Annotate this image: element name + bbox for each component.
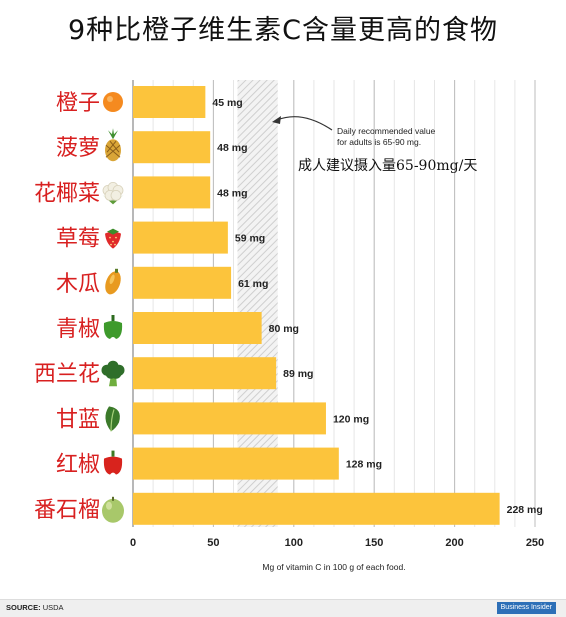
bar bbox=[133, 176, 211, 209]
category-label: 菠萝 bbox=[56, 136, 100, 161]
source-label: SOURCE: bbox=[6, 603, 41, 612]
papaya-icon bbox=[105, 268, 121, 295]
category-label: 甘蓝 bbox=[56, 407, 100, 432]
bar bbox=[133, 266, 232, 299]
bar-value-label: 45 mg bbox=[212, 97, 242, 109]
annotation-arrowhead bbox=[272, 116, 281, 124]
x-tick-label: 250 bbox=[526, 537, 544, 549]
x-tick-label: 50 bbox=[207, 537, 219, 549]
bar-value-label: 228 mg bbox=[507, 504, 543, 516]
chart-title: 9种比橙子维生素C含量更高的食物 bbox=[67, 15, 499, 46]
category-label: 青椒 bbox=[56, 317, 100, 342]
x-tick-label: 150 bbox=[365, 537, 383, 549]
category-label: 西兰花 bbox=[34, 362, 100, 387]
cauliflower-icon bbox=[102, 181, 124, 205]
bar bbox=[133, 492, 500, 525]
publisher-logo: Business Insider bbox=[496, 602, 556, 614]
bar bbox=[133, 131, 211, 164]
bar-value-label: 80 mg bbox=[269, 323, 299, 335]
annotation-cn: 成人建议摄入量65-90mg/天 bbox=[298, 158, 477, 174]
bar-value-label: 48 mg bbox=[217, 142, 247, 154]
bar-value-label: 89 mg bbox=[283, 368, 313, 380]
bar bbox=[133, 402, 326, 435]
source-note: SOURCE: USDA bbox=[6, 603, 64, 612]
category-label: 橙子 bbox=[56, 91, 100, 116]
category-label: 番石榴 bbox=[34, 498, 100, 523]
green-pepper-icon bbox=[103, 315, 123, 339]
bar bbox=[133, 357, 277, 390]
category-label: 草莓 bbox=[56, 227, 100, 252]
orange-icon bbox=[103, 92, 123, 112]
bar-value-label: 120 mg bbox=[333, 413, 369, 425]
bar-value-label: 59 mg bbox=[235, 233, 265, 245]
category-label: 木瓜 bbox=[56, 272, 100, 297]
bar bbox=[133, 221, 228, 254]
red-pepper-icon bbox=[103, 450, 123, 475]
x-tick-label: 0 bbox=[130, 537, 136, 549]
bar bbox=[133, 312, 262, 344]
kale-icon bbox=[105, 406, 120, 432]
source-value: USDA bbox=[42, 603, 64, 612]
category-label: 红椒 bbox=[56, 453, 100, 478]
bar-value-label: 48 mg bbox=[217, 187, 247, 199]
category-label: 花椰菜 bbox=[34, 181, 100, 206]
x-tick-label: 100 bbox=[285, 537, 303, 549]
strawberry-icon bbox=[105, 228, 121, 249]
annotation-en-line: Daily recommended value bbox=[337, 126, 436, 136]
x-axis: 0 50 100 150 200 250 Mg of vitamin C in 100 g … bbox=[130, 537, 544, 572]
annotation-en-line: for adults is 65-90 mg. bbox=[337, 137, 421, 147]
bar bbox=[133, 447, 339, 480]
footer: SOURCE: USDA Business Insider bbox=[0, 599, 566, 617]
bar-value-label: 61 mg bbox=[238, 278, 268, 290]
x-axis-label: Mg of vitamin C in 100 g of each food. bbox=[262, 562, 405, 572]
x-tick-label: 200 bbox=[445, 537, 463, 549]
broccoli-icon bbox=[101, 360, 125, 387]
bar bbox=[133, 86, 206, 118]
guava-icon bbox=[102, 496, 124, 523]
pineapple-icon bbox=[105, 128, 121, 162]
bar-value-label: 128 mg bbox=[346, 459, 382, 471]
bars: 45 mg 橙子 48 mg 菠萝 48 mg 花椰菜 59 mg 草莓 61 mg 木瓜 80 m… bbox=[34, 86, 543, 525]
annotation-arrow bbox=[276, 116, 333, 131]
